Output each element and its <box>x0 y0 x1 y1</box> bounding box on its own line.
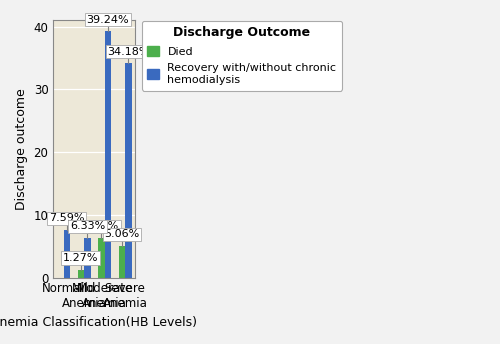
Text: 39.24%: 39.24% <box>86 15 129 25</box>
Text: 6.33%: 6.33% <box>70 221 105 231</box>
Bar <box>98 238 104 278</box>
Text: 34.18%: 34.18% <box>107 46 150 56</box>
Legend: Died, Recovery with/without chronic
hemodialysis: Died, Recovery with/without chronic hemo… <box>142 21 342 90</box>
Bar <box>104 31 111 278</box>
Text: 6.33%: 6.33% <box>84 221 119 231</box>
Bar <box>118 246 125 278</box>
Text: 1.27%: 1.27% <box>63 253 98 263</box>
Bar <box>84 238 90 278</box>
Y-axis label: Discharge outcome: Discharge outcome <box>15 88 28 210</box>
Bar <box>78 270 84 278</box>
Bar <box>125 63 132 278</box>
Bar <box>64 230 70 278</box>
X-axis label: Anemia Classification(HB Levels): Anemia Classification(HB Levels) <box>0 316 198 329</box>
Text: 7.59%: 7.59% <box>49 213 84 223</box>
Text: 5.06%: 5.06% <box>104 229 140 239</box>
